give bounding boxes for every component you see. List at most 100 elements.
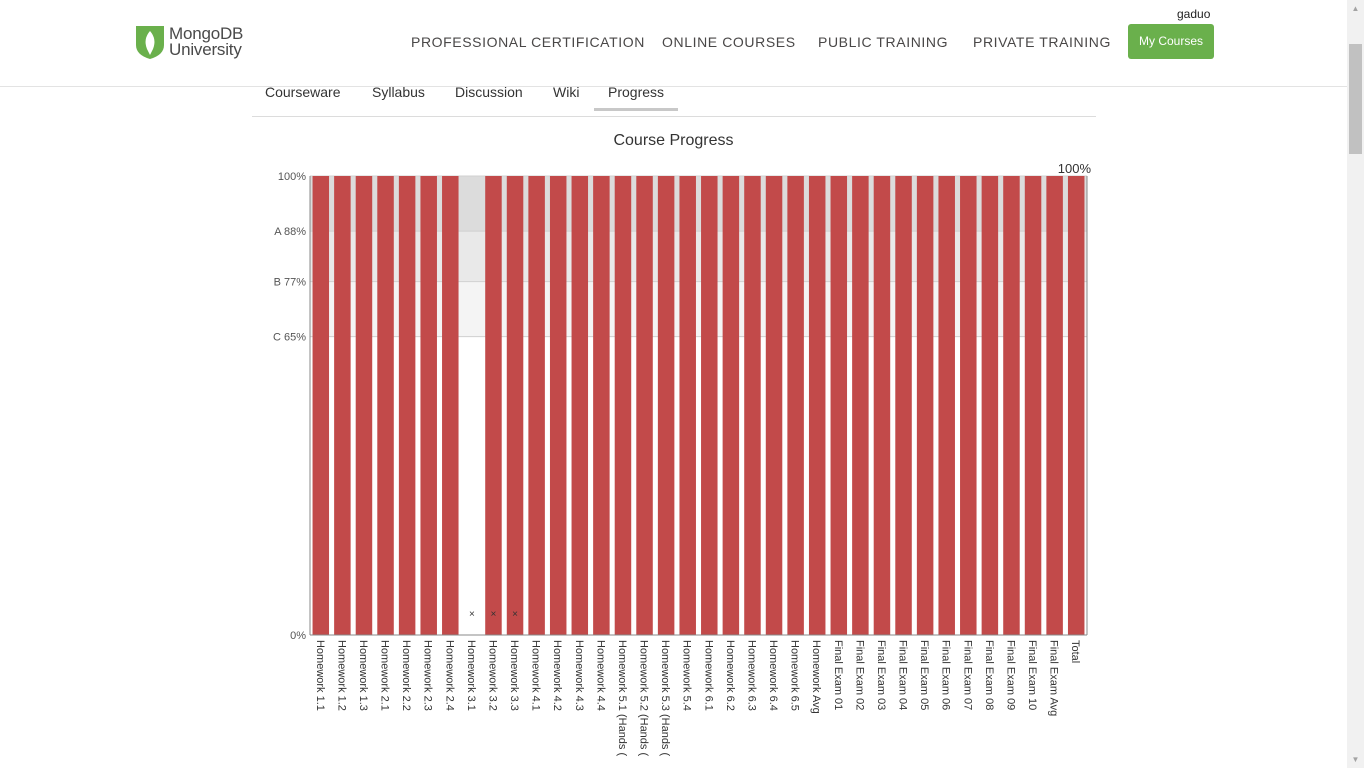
x-tick-label: Homework 6.2 <box>724 640 736 711</box>
bar <box>420 176 437 635</box>
x-tick-label: Final Exam 01 <box>832 640 844 710</box>
y-tick-label: 100% <box>278 171 306 183</box>
tab-syllabus[interactable]: Syllabus <box>372 84 425 100</box>
grade-band-c <box>310 281 1087 337</box>
bar <box>873 176 891 635</box>
scrollbar-thumb[interactable] <box>1349 44 1362 154</box>
bar <box>679 176 696 635</box>
scroll-up-arrow-icon[interactable]: ▲ <box>1351 4 1360 13</box>
course-tabs: Courseware Syllabus Discussion Wiki Prog… <box>252 84 1096 117</box>
bar <box>787 176 804 635</box>
nav-private-training[interactable]: PRIVATE TRAINING <box>973 34 1111 50</box>
x-tick-label: Homework 4.3 <box>573 640 585 711</box>
x-tick-label: Final Exam 04 <box>897 640 909 710</box>
tab-progress[interactable]: Progress <box>594 84 679 111</box>
x-tick-label: Final Exam 08 <box>983 640 995 710</box>
bar <box>636 176 653 635</box>
y-tick-label: A 88% <box>274 226 306 238</box>
x-tick-label: Homework 2.3 <box>422 640 434 711</box>
logo-text-mongodb: MongoDB <box>169 24 244 43</box>
tab-discussion[interactable]: Discussion <box>455 84 523 100</box>
dropped-marker: × <box>469 609 475 620</box>
bar <box>830 176 848 635</box>
bar <box>506 176 524 635</box>
site-header: MongoDB University PROFESSIONAL CERTIFIC… <box>0 0 1347 87</box>
bar <box>701 176 718 635</box>
x-tick-label: Homework 2.4 <box>443 640 455 711</box>
bar <box>744 176 761 635</box>
mongodb-university-logo[interactable]: MongoDB University <box>134 24 254 61</box>
bar <box>398 176 416 635</box>
scroll-down-arrow-icon[interactable]: ▼ <box>1351 755 1360 764</box>
x-tick-label: Final Exam 10 <box>1026 640 1038 710</box>
bar <box>895 176 912 635</box>
x-tick-label: Final Exam 02 <box>853 640 865 710</box>
x-tick-label: Homework 4.1 <box>530 640 542 711</box>
x-tick-label: Homework 4.4 <box>594 640 606 711</box>
dropped-marker: × <box>491 609 497 620</box>
bar <box>765 176 783 635</box>
my-courses-button[interactable]: My Courses <box>1128 24 1214 59</box>
grade-band-a <box>310 176 1087 232</box>
bar <box>442 176 459 635</box>
bar <box>1024 176 1042 635</box>
logo-text-university: University <box>169 40 242 59</box>
x-tick-label: Homework 3.2 <box>486 640 498 711</box>
bar <box>593 176 610 635</box>
bar <box>614 176 632 635</box>
bar <box>808 176 826 635</box>
nav-professional-certification[interactable]: PROFESSIONAL CERTIFICATION <box>411 34 645 50</box>
x-tick-label: Homework 1.2 <box>335 640 347 711</box>
course-progress-chart: 100% A 88% B 77% C 65% 0% Homework 1.1 Homewor… <box>252 155 1102 773</box>
x-tick-label: Homework 5.4 <box>681 640 693 711</box>
y-tick-label: B 77% <box>274 277 307 289</box>
x-tick-label: Final Exam 03 <box>875 640 887 710</box>
x-tick-label: Homework 3.1 <box>465 640 477 711</box>
page-scrollbar[interactable]: ▲ ▼ <box>1347 0 1364 768</box>
bar <box>485 176 502 635</box>
bar <box>549 176 567 635</box>
x-tick-label: Total <box>1069 640 1081 663</box>
x-tick-label: Homework 6.3 <box>745 640 757 711</box>
bar <box>657 176 675 635</box>
x-tick-label: Homework 6.1 <box>702 640 714 711</box>
bar <box>981 176 999 635</box>
x-tick-label: Homework 5.2 (Hands ( <box>638 640 650 756</box>
x-tick-label: Homework 6.4 <box>767 640 779 711</box>
username-link[interactable]: gaduo <box>1177 7 1211 21</box>
x-tick-label: Homework 1.1 <box>314 640 326 711</box>
y-tick-label: C 65% <box>273 332 306 344</box>
bar <box>1067 176 1085 635</box>
grade-band-b <box>310 231 1087 282</box>
tab-courseware[interactable]: Courseware <box>265 84 341 100</box>
x-tick-label: Final Exam 05 <box>918 640 930 710</box>
x-tick-label: Final Exam 06 <box>940 640 952 710</box>
bar <box>355 176 373 635</box>
total-value-label: 100% <box>1058 161 1092 176</box>
leaf-logo-icon <box>136 26 164 59</box>
bar <box>334 176 351 635</box>
bar <box>312 176 330 635</box>
nav-public-training[interactable]: PUBLIC TRAINING <box>818 34 949 50</box>
bar <box>938 176 955 635</box>
x-tick-label: Homework 4.2 <box>551 640 563 711</box>
x-tick-label: Final Exam Avg <box>1048 640 1060 716</box>
bar <box>1003 176 1020 635</box>
tab-wiki[interactable]: Wiki <box>553 84 580 100</box>
x-tick-label: Homework 1.3 <box>357 640 369 711</box>
x-tick-label: Homework Avg <box>810 640 822 714</box>
x-tick-label: Homework 6.5 <box>789 640 801 711</box>
bar <box>960 176 977 635</box>
bar <box>377 176 394 635</box>
y-tick-label: 0% <box>290 630 306 642</box>
bar <box>571 176 589 635</box>
x-tick-label: Homework 2.2 <box>400 640 412 711</box>
x-tick-label: Homework 5.1 (Hands ( <box>616 640 628 756</box>
x-tick-label: Homework 3.3 <box>508 640 520 711</box>
bar <box>528 176 545 635</box>
x-tick-label: Final Exam 07 <box>961 640 973 710</box>
x-tick-label: Homework 5.3 (Hands ( <box>659 640 671 756</box>
bar <box>852 176 869 635</box>
nav-online-courses[interactable]: ONLINE COURSES <box>662 34 796 50</box>
bar <box>1046 176 1063 635</box>
